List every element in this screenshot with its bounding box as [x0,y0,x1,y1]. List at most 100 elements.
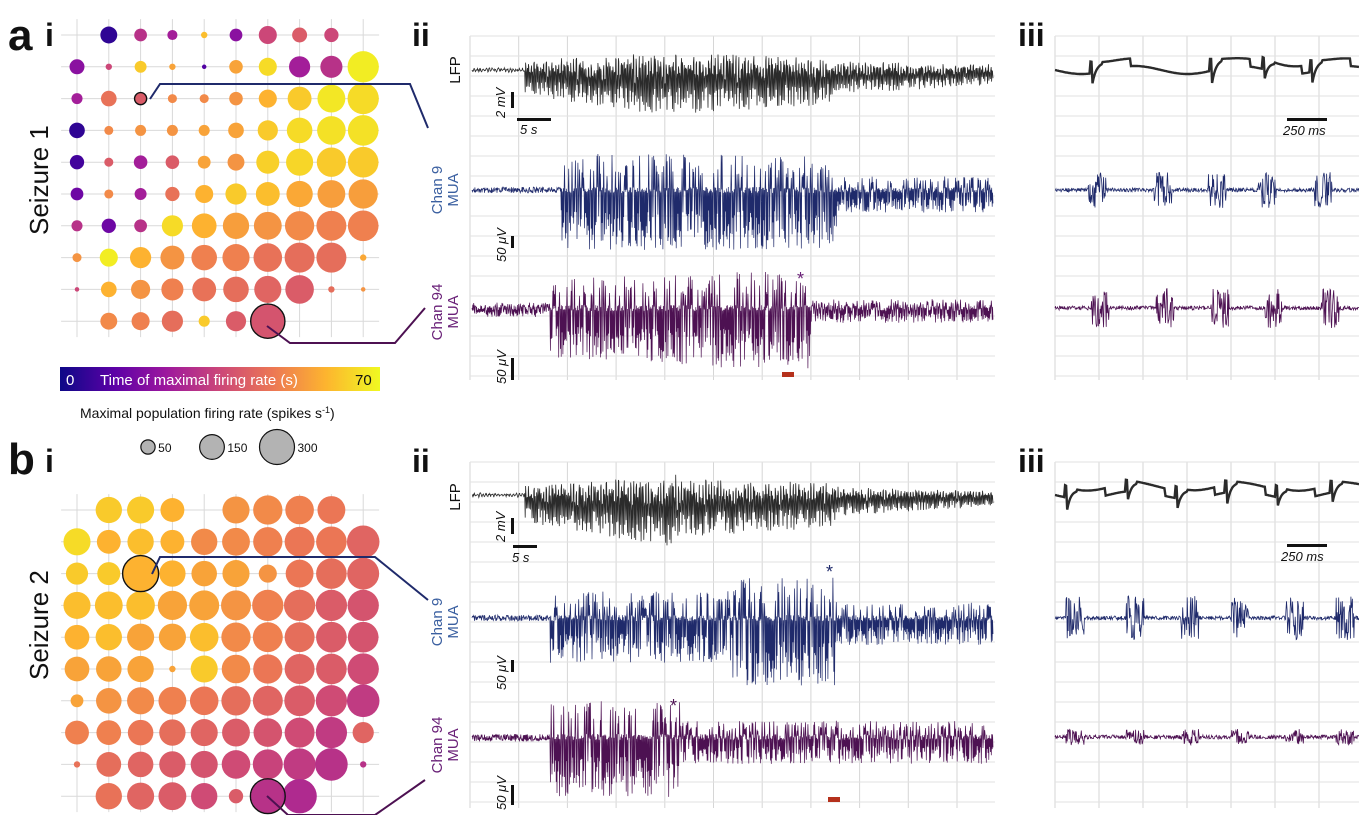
electrode-point [96,529,121,554]
panel-b-ii-label: ii [412,443,430,479]
horizontal-scale-bar [1287,118,1327,121]
vertical-scale-bar [511,785,514,805]
electrode-point [347,621,379,653]
electrode-point [69,155,85,170]
electrode-point [161,278,184,301]
electrode-point [258,89,277,108]
electrode-point [223,276,249,303]
chan94-zoom-trace [1054,728,1359,747]
electrode-point [317,496,346,524]
electrode-point [70,187,84,201]
electrode-point [161,215,183,237]
electrode-point [65,720,89,745]
electrode-point [134,188,147,200]
electrode-point [126,591,155,620]
electrode-point [316,558,347,589]
panel-a-iii-label: iii [1018,17,1045,53]
electrode-point [221,750,251,779]
electrode-point [189,622,219,652]
electrode-point [127,496,155,524]
scale-s-label: 5 s [512,550,530,565]
size-legend-circle [258,428,296,466]
panel-a-label: a [8,11,33,60]
electrode-point [169,63,176,70]
chan9-label: Chan 9MUA [429,166,462,214]
electrode-point [191,213,217,239]
electrode-point [315,716,348,749]
electrode-point [100,26,118,44]
electrode-point [165,155,180,169]
scale-uv-label: 50 μV [494,775,509,810]
scale-uv-label: 50 μV [494,655,509,690]
electrode-point [96,752,122,777]
electrode-point [190,655,218,683]
panel-a-ii-label: ii [412,17,430,53]
electrode-point [253,718,283,747]
electrode-point [254,275,282,303]
electrode-point [69,122,85,139]
size-legend-circle [140,439,156,455]
electrode-point [284,717,315,748]
electrode-point [316,621,347,653]
electrode-point [315,748,348,781]
electrode-point [158,782,187,811]
lfp-zoom-trace [1054,55,1359,84]
electrode-point [71,220,83,232]
horizontal-scale-bar [1287,544,1327,547]
electrode-point [228,122,244,139]
electrode-point [284,622,315,653]
zoom-window-marker [782,372,794,377]
electrode-point [100,281,117,298]
leader-line [266,779,426,815]
electrode-point [292,27,308,43]
electrode-point [165,186,180,202]
electrode-point [316,210,347,241]
electrode-point [65,562,89,585]
electrode-point [221,654,251,684]
highlighted-electrode [249,778,286,815]
electrode-point [228,789,244,804]
electrode-point [130,247,152,269]
peak-star-marker: * [797,269,804,289]
electrode-point [96,720,122,745]
electrode-point [104,157,114,167]
electrode-point [190,750,218,778]
electrode-point [221,686,251,716]
chan94-zoom-trace [1054,288,1359,329]
electrode-point [99,248,118,267]
electrode-point [347,210,379,242]
electrode-point [127,719,154,746]
electrode-point [201,31,208,39]
electrode-point [131,279,151,299]
lfp-zoom-trace [1054,478,1359,510]
electrode-point [167,29,178,41]
electrode-point [167,94,177,104]
electrode-point [157,590,188,621]
size-legend-title: Maximal population firing rate (spikes s… [80,405,335,421]
electrode-point [315,589,348,622]
vertical-scale-bar [511,660,514,672]
scale-ms-label: 250 ms [1282,123,1326,138]
electrode-point [161,310,183,332]
electrode-point [94,591,123,620]
lfp-trace [471,54,994,113]
electrode-point [222,496,250,524]
electrode-point [225,311,247,332]
electrode-point [192,277,217,302]
electrode-point [284,526,315,557]
vertical-scale-bar [511,518,514,534]
electrode-point [316,526,347,558]
traces: LFP Chan 9MUA Chan 94MUA LFP Chan 9MUA Chan 9… [429,35,1359,810]
electrode-point [255,182,280,206]
electrode-point [159,719,186,746]
chan9-zoom-trace [1054,171,1359,208]
electrode-point [222,560,250,588]
electrode-point [127,623,155,651]
electrode-point [72,253,82,263]
electrode-point [253,527,283,557]
electrode-point [286,180,313,208]
electrode-point [253,243,283,272]
horizontal-scale-bar [517,118,551,121]
electrode-point [158,623,186,651]
